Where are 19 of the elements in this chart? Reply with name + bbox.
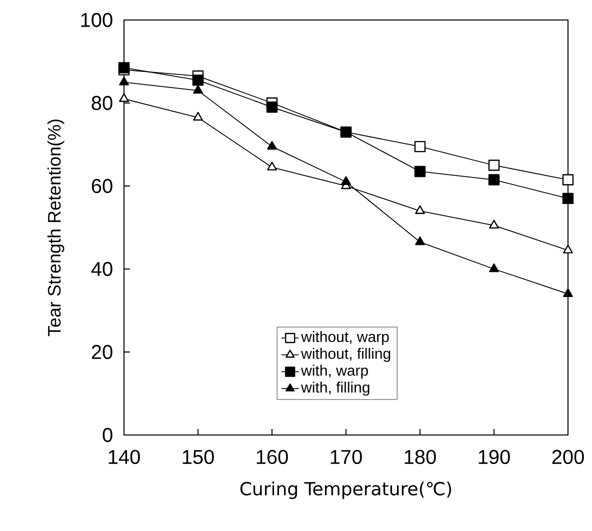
- y-tick-label: 60: [92, 178, 112, 194]
- legend-label: without, warp: [301, 331, 389, 346]
- x-tick-label: 180: [404, 450, 436, 464]
- y-tick-label: 80: [92, 96, 112, 110]
- y-tick-label: 0: [102, 428, 112, 442]
- x-tick-label: 170: [330, 450, 362, 464]
- y-tick-label: 100: [81, 12, 112, 28]
- x-tick-label: 150: [182, 450, 214, 464]
- legend-label: with, filling: [301, 382, 370, 396]
- y-tick-label: 40: [91, 262, 112, 276]
- x-axis-title: Curing Temperature(℃): [240, 482, 452, 499]
- y-axis-title: Tear Strength Retention(%): [47, 120, 64, 336]
- y-tick-label: 20: [92, 344, 112, 360]
- legend-label: with, warp: [301, 364, 368, 379]
- x-tick-label: 140: [108, 450, 140, 464]
- x-tick-label: 160: [256, 450, 288, 464]
- x-tick-label: 190: [478, 450, 510, 464]
- x-tick-label: 200: [552, 450, 584, 464]
- legend-label: without, filling: [301, 348, 390, 362]
